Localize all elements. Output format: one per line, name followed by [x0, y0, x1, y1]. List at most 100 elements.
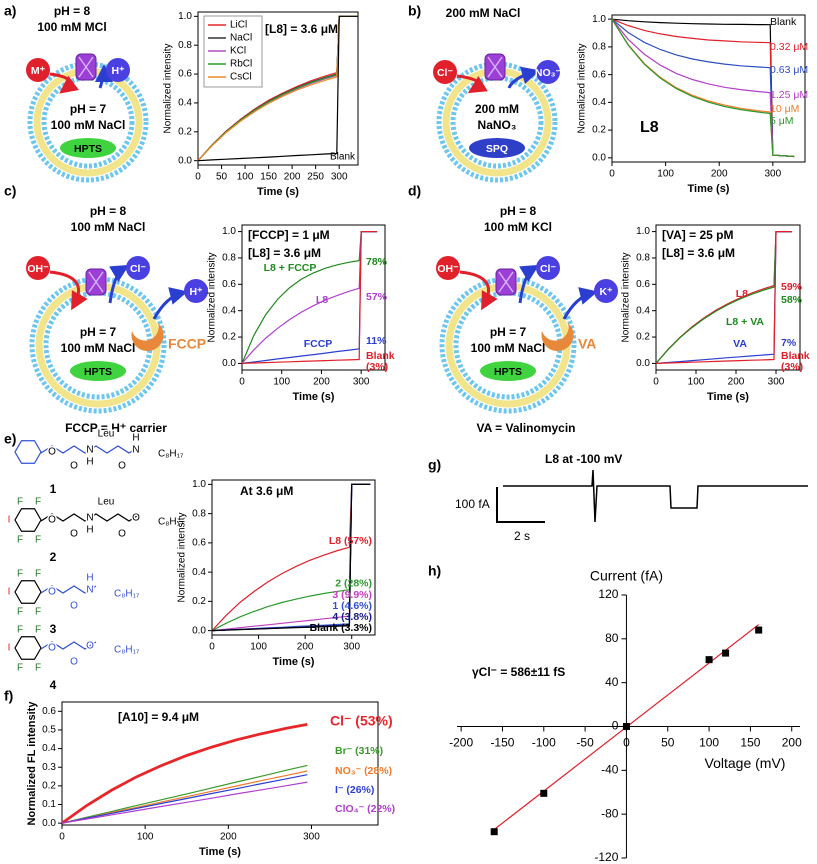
series-line	[211, 483, 371, 632]
y-tick-label: 0.4	[192, 567, 206, 578]
annotation: γCl⁻ = 586±11 fS	[472, 665, 565, 679]
ion-label: Cl⁻	[437, 67, 454, 79]
atom-label: O	[118, 529, 126, 540]
y-tick-label: 0.4	[42, 743, 56, 754]
x-tick-label: 300	[353, 377, 370, 388]
efflux-arrow	[94, 64, 113, 89]
outside-condition: pH = 8	[54, 4, 91, 18]
annotation: [VA] = 25 pM	[662, 228, 733, 242]
x-tick-label: -150	[490, 736, 514, 750]
dye-label: HPTS	[84, 366, 112, 378]
compound-number: 2	[50, 550, 57, 564]
y-tick-label: 120	[598, 587, 618, 601]
atom-label: F	[35, 663, 41, 674]
series-label: 3 (9.9%)	[332, 589, 372, 601]
series-line	[211, 483, 371, 632]
annotation: [A10] = 9.4 μM	[118, 710, 199, 724]
y-tick-label: 40	[605, 675, 619, 689]
atom-label: O	[70, 657, 78, 668]
influx-arrow	[456, 74, 488, 94]
inside-condition: pH = 7	[80, 325, 117, 339]
atom-label: F	[17, 535, 23, 546]
series-label: ClO₄⁻ (22%)	[335, 803, 395, 815]
atom-label: O	[70, 529, 78, 540]
inside-condition: 100 mM NaCl	[61, 341, 136, 355]
ring	[14, 580, 42, 604]
y-tick-label: 0.6	[636, 279, 650, 290]
series-label: 5 μM	[770, 115, 794, 127]
ion	[436, 256, 460, 280]
y-tick-label: 0.6	[178, 69, 192, 80]
annotation: At 3.6 μM	[240, 484, 293, 498]
series-line	[197, 15, 358, 162]
legend-label: LiCl	[230, 20, 247, 31]
data-point	[755, 626, 763, 634]
chain	[40, 641, 97, 650]
end-label: 78%	[366, 256, 388, 268]
legend-label: RbCl	[230, 59, 252, 70]
atom-label: N	[132, 445, 139, 456]
plot-frame	[211, 479, 376, 636]
atom-label: C₈H₁₇	[158, 449, 184, 460]
panel-label: c)	[4, 183, 16, 199]
data-point	[705, 656, 713, 664]
annotation: [L8] = 3.6 μM	[265, 22, 338, 36]
outside-condition: pH = 8	[500, 204, 537, 218]
ion-label: Cl⁻	[130, 263, 147, 275]
end-label: (3%)	[781, 361, 803, 373]
chain	[40, 513, 141, 522]
current-trace	[503, 469, 808, 523]
chain	[40, 445, 141, 454]
atom-label: O	[118, 461, 126, 472]
x-axis-label: Time (s)	[293, 391, 335, 403]
x-tick-label: 300	[331, 172, 348, 183]
data-point	[490, 828, 498, 836]
annotation: [FCCP] = 1 μM	[248, 228, 330, 242]
plot-frame	[61, 701, 379, 826]
end-label: 58%	[781, 294, 803, 306]
carrier-arrow	[562, 287, 598, 320]
plot-frame	[655, 224, 801, 371]
x-tick-label: 0	[59, 832, 65, 843]
ion	[536, 60, 560, 84]
atom-label: N	[86, 445, 93, 456]
series-label: Blank	[781, 350, 810, 362]
y-axis-label: Normalized FL intensity	[26, 701, 38, 826]
y-tick-label: 0.8	[222, 253, 236, 264]
series-line	[611, 18, 795, 158]
ion-label: M⁺	[31, 65, 46, 77]
atom-label: O	[48, 447, 56, 458]
y-tick-label: 0.5	[42, 725, 56, 736]
dye	[70, 361, 126, 381]
y-tick-label: 0.2	[592, 125, 606, 136]
series-label: Blank	[366, 350, 395, 362]
efflux-arrow	[108, 264, 130, 304]
x-tick-label: -100	[532, 736, 556, 750]
atom-label: O	[48, 515, 56, 526]
x-tick-label: 300	[343, 642, 360, 653]
data-point	[722, 649, 730, 657]
y-axis-label: Normalized intensity	[177, 512, 188, 602]
ring	[14, 508, 42, 532]
x-axis-label: Time (s)	[688, 183, 730, 195]
y-tick-label: 0.0	[222, 358, 236, 369]
series-label: Blank (3.3%)	[310, 622, 372, 634]
y-tick-label: 0.4	[592, 97, 606, 108]
x-tick-label: 100	[699, 736, 719, 750]
ring	[14, 636, 42, 660]
panel-label: g)	[428, 457, 441, 473]
dye-label: SPQ	[486, 143, 508, 155]
atom-label: N	[86, 585, 93, 596]
atom-label: Leu	[98, 497, 115, 508]
carrier-label: VA	[578, 336, 596, 352]
series-line	[655, 231, 792, 364]
outside-condition: pH = 8	[90, 204, 127, 218]
atom-label: F	[35, 535, 41, 546]
x-tick-label: 0	[209, 642, 215, 653]
scale-bar	[496, 487, 545, 523]
series-line	[61, 774, 308, 824]
panel-label: e)	[4, 431, 16, 447]
y-tick-label: 0.6	[42, 706, 56, 717]
annotation: L8	[640, 119, 659, 136]
y-tick-label: 0.0	[178, 155, 192, 166]
